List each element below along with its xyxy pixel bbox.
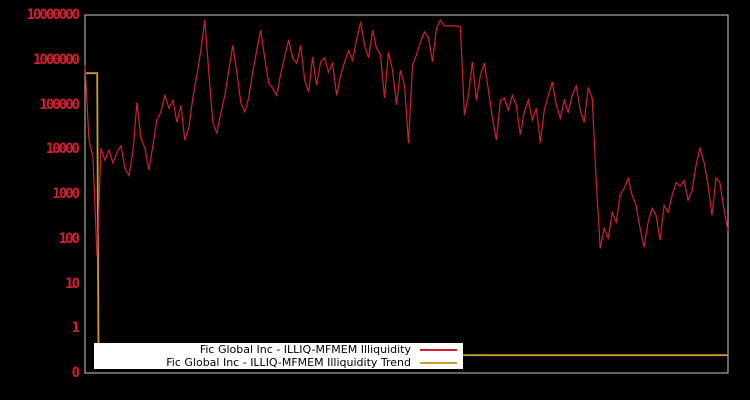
legend-label-trend: Fic Global Inc - ILLIQ-MFMEM Illiquidity… [166, 356, 411, 369]
illiquidity-series-line [84, 18, 729, 257]
y-tick-label: 100 [58, 230, 80, 247]
y-tick-label: 1000 [52, 186, 80, 202]
y-tick-label: 10 [65, 275, 80, 292]
legend-item-trend: Fic Global Inc - ILLIQ-MFMEM Illiquidity… [94, 356, 463, 369]
y-tick-label: 100000 [39, 96, 80, 113]
legend-box: Fic Global Inc - ILLIQ-MFMEM Illiquidity… [94, 343, 463, 369]
legend-item-illiquidity: Fic Global Inc - ILLIQ-MFMEM Illiquidity [94, 343, 463, 356]
legend-label-illiquidity: Fic Global Inc - ILLIQ-MFMEM Illiquidity [199, 343, 411, 356]
y-tick-label: 1000000 [32, 51, 80, 68]
y-tick-label: 1 [71, 320, 81, 337]
y-axis-labels: 10000000 1000000 100000 10000 1000 100 10 1 0 [0, 0, 81, 400]
legend-line-sample-illiquidity [420, 348, 457, 351]
y-tick-label: 0 [71, 365, 81, 381]
y-tick-label: 10000000 [26, 7, 80, 23]
legend-line-sample-trend [420, 361, 457, 364]
y-tick-label: 10000 [45, 141, 80, 158]
plot-border [84, 14, 729, 374]
